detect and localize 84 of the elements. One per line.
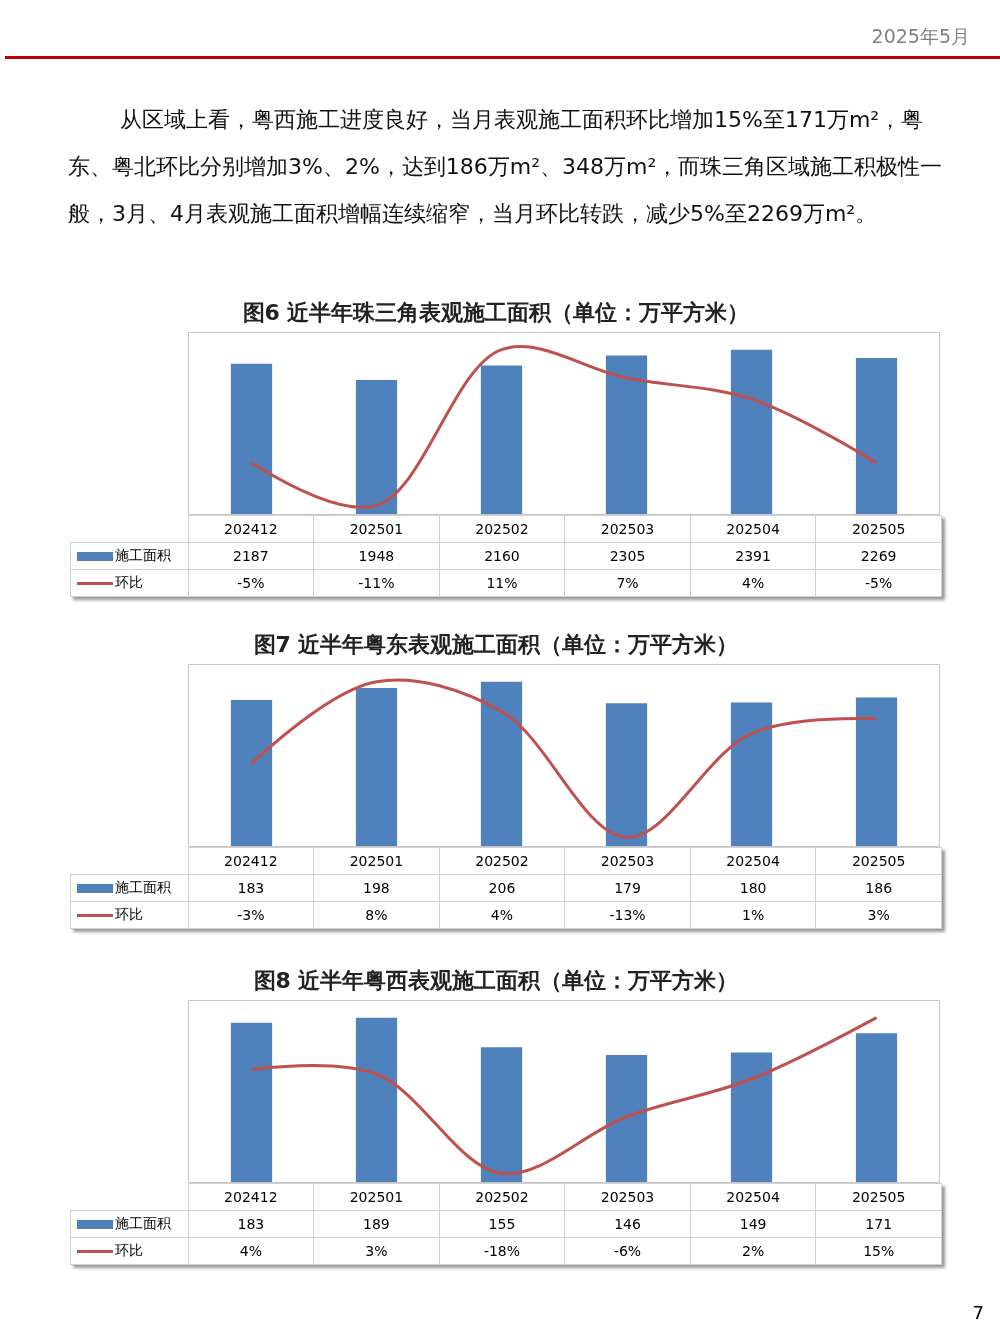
category-label: 202505 <box>851 853 906 869</box>
data-label: 2305 <box>564 542 691 570</box>
data-label: 11% <box>439 569 565 597</box>
category-label: 202503 <box>600 521 655 537</box>
data-label: -5% <box>815 569 942 597</box>
bar <box>355 1017 398 1182</box>
bar <box>730 702 773 846</box>
bar <box>855 358 898 514</box>
data-label: 2% <box>690 1237 816 1265</box>
legend-label: 环比 <box>115 1242 143 1258</box>
data-label: 189 <box>313 1210 440 1238</box>
bar <box>230 1022 273 1182</box>
data-label: 206 <box>439 874 565 902</box>
data-label: 2391 <box>690 542 816 570</box>
data-label: 2160 <box>439 542 565 570</box>
category-label: 202503 <box>600 853 655 869</box>
bar <box>230 700 273 846</box>
data-label: 3% <box>815 901 942 929</box>
data-label: 2187 <box>188 542 314 570</box>
bar <box>730 349 773 514</box>
category-label: 202503 <box>600 1189 655 1205</box>
bar <box>605 1055 648 1182</box>
data-label: 149 <box>690 1210 816 1238</box>
data-label: 155 <box>439 1210 565 1238</box>
category-label: 202501 <box>349 521 404 537</box>
bar <box>355 380 398 514</box>
category-label: 202501 <box>349 853 404 869</box>
bar <box>355 688 398 846</box>
legend-label: 施工面积 <box>115 1215 171 1231</box>
category-label: 202504 <box>726 853 780 869</box>
category-label: 202504 <box>726 1189 780 1205</box>
legend-label: 施工面积 <box>115 879 171 895</box>
category-label: 202412 <box>224 853 278 869</box>
data-label: 198 <box>313 874 440 902</box>
chart-title: 图8 近半年粤西表观施工面积（单位：万平方米） <box>252 967 740 995</box>
text: 2025年5月 <box>871 24 970 49</box>
data-label: 4% <box>690 569 816 597</box>
legend-label: 环比 <box>115 574 143 590</box>
data-label: 171 <box>815 1210 942 1238</box>
data-label: 8% <box>313 901 440 929</box>
data-label: -3% <box>188 901 314 929</box>
bar <box>605 703 648 846</box>
bar <box>480 365 523 514</box>
bar <box>855 697 898 846</box>
data-label: 3% <box>313 1237 440 1265</box>
data-label: 2269 <box>815 542 942 570</box>
data-label: 4% <box>439 901 565 929</box>
text: 7 <box>972 1302 984 1323</box>
data-label: -18% <box>439 1237 565 1265</box>
data-label: 186 <box>815 874 942 902</box>
data-label: 146 <box>564 1210 691 1238</box>
category-label: 202412 <box>224 521 278 537</box>
bar <box>480 1047 523 1182</box>
bar <box>605 355 648 514</box>
data-label: 15% <box>815 1237 942 1265</box>
chart-title: 图7 近半年粤东表观施工面积（单位：万平方米） <box>252 631 740 659</box>
category-label: 202502 <box>475 853 529 869</box>
data-label: 183 <box>188 874 314 902</box>
data-label: 1% <box>690 901 816 929</box>
legend-label: 施工面积 <box>115 547 171 563</box>
data-label: 7% <box>564 569 691 597</box>
category-label: 202505 <box>851 521 906 537</box>
data-label: 179 <box>564 874 691 902</box>
text: 从区域上看，粤西施工进度良好，当月表观施工面积环比增加15%至171万m²，粤东、粤北环比分别增加3%、2%，达到186万m²、348万m²，而珠三角区域施工积极性一般，3月、4月表观施工面积增幅连续缩窄，当月环比转跌，减少5%至2269万m²。 <box>68 106 944 228</box>
category-label: 202504 <box>726 521 780 537</box>
category-label: 202501 <box>349 1189 404 1205</box>
category-label: 202502 <box>475 1189 529 1205</box>
data-label: 4% <box>188 1237 314 1265</box>
chart-title: 图6 近半年珠三角表观施工面积（单位：万平方米） <box>241 299 751 327</box>
legend-label: 环比 <box>115 906 143 922</box>
category-label: 202505 <box>851 1189 906 1205</box>
bar <box>730 1052 773 1182</box>
bar <box>855 1033 898 1182</box>
bar <box>230 363 273 514</box>
data-label: -13% <box>564 901 691 929</box>
data-label: 180 <box>690 874 816 902</box>
data-label: 1948 <box>313 542 440 570</box>
bar <box>480 681 523 846</box>
data-label: -5% <box>188 569 314 597</box>
category-label: 202502 <box>475 521 529 537</box>
data-label: -11% <box>313 569 440 597</box>
data-label: 183 <box>188 1210 314 1238</box>
category-label: 202412 <box>224 1189 278 1205</box>
data-label: -6% <box>564 1237 691 1265</box>
